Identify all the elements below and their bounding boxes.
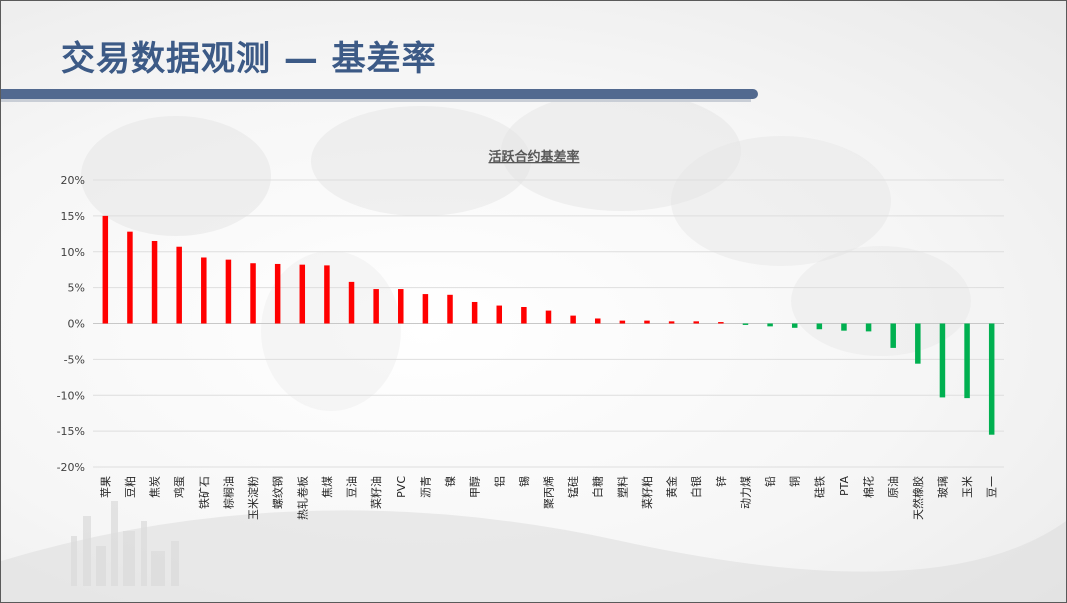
- bar: [742, 323, 749, 325]
- bar: [767, 323, 773, 327]
- y-tick-label: -20%: [57, 461, 85, 474]
- x-tick-label: 黄金: [665, 476, 679, 498]
- x-tick-label: 苹果: [98, 476, 112, 498]
- bar: [521, 306, 527, 324]
- x-tick-label: 原油: [886, 476, 900, 498]
- x-tick-label: 焦炭: [149, 476, 162, 498]
- x-tick-label: 锰硅: [566, 476, 580, 498]
- bar: [299, 264, 306, 324]
- bar: [570, 315, 576, 324]
- x-tick-label: 甲醇: [468, 476, 482, 498]
- y-tick-label: -5%: [64, 353, 85, 366]
- y-tick-label: 0%: [68, 318, 85, 331]
- x-tick-label: 玉米: [961, 476, 974, 498]
- x-tick-label: 鸡蛋: [172, 476, 186, 498]
- title-underline-bar: [1, 89, 758, 99]
- x-tick-label: PTA: [838, 476, 851, 496]
- bar: [939, 323, 946, 398]
- bar: [422, 294, 429, 324]
- bar: [176, 246, 182, 324]
- y-tick-label: -10%: [57, 389, 85, 402]
- x-tick-label: 菜籽油: [369, 476, 383, 509]
- bar: [471, 301, 478, 324]
- bar: [151, 240, 158, 324]
- y-tick-label: 10%: [61, 246, 85, 259]
- bar: [274, 263, 281, 324]
- x-tick-label: 棉花: [862, 476, 876, 498]
- bar: [644, 320, 650, 324]
- bar: [619, 320, 626, 324]
- x-tick-label: 铅: [763, 476, 777, 487]
- bar: [693, 321, 699, 324]
- bar: [324, 265, 330, 324]
- x-tick-label: 菜籽粕: [640, 476, 654, 509]
- bar: [348, 281, 355, 324]
- bar: [841, 323, 847, 331]
- x-tick-label: 螺纹钢: [271, 476, 285, 509]
- x-tick-label: 玻璃: [935, 476, 949, 498]
- bar: [964, 323, 970, 399]
- bar: [816, 323, 823, 330]
- x-tick-label: 铁矿石: [198, 476, 211, 509]
- title-underline-shadow: [1, 99, 751, 102]
- bar: [865, 323, 872, 332]
- x-tick-label: 铝: [492, 476, 506, 487]
- x-tick-label: 焦煤: [321, 476, 334, 498]
- x-tick-label: 豆粕: [123, 476, 137, 498]
- page-title: 交易数据观测 — 基差率: [61, 39, 437, 79]
- y-tick-label: 15%: [61, 210, 85, 223]
- x-tick-label: PVC: [395, 476, 408, 498]
- bar: [127, 231, 133, 324]
- y-tick-label: 20%: [61, 174, 85, 187]
- x-tick-label: 热轧卷板: [295, 476, 309, 520]
- bar: [988, 323, 995, 435]
- bar: [225, 259, 232, 324]
- x-tick-label: 聚丙烯: [543, 476, 556, 509]
- x-tick-label: 白银: [689, 476, 703, 498]
- y-tick-label: -15%: [57, 425, 85, 438]
- x-tick-label: 动力煤: [739, 476, 752, 509]
- y-tick-label: 5%: [68, 282, 85, 295]
- bar: [102, 215, 109, 324]
- bar: [250, 263, 256, 324]
- bar: [447, 294, 453, 324]
- bar: [201, 257, 207, 324]
- bar: [496, 305, 503, 324]
- x-tick-label: 镍: [443, 476, 457, 487]
- bar: [915, 323, 921, 364]
- x-tick-label: 豆油: [345, 476, 359, 498]
- x-tick-label: 锡: [517, 476, 531, 487]
- bar: [890, 323, 896, 348]
- bar: [398, 289, 404, 324]
- x-tick-label: 硅铁: [813, 476, 826, 498]
- bar: [668, 321, 675, 324]
- x-tick-label: 棕榈油: [221, 476, 235, 509]
- bar: [791, 323, 798, 328]
- x-tick-label: 白糖: [591, 476, 605, 498]
- bar: [718, 322, 724, 324]
- x-tick-label: 玉米淀粉: [246, 476, 260, 520]
- bar: [594, 318, 601, 324]
- x-tick-label: 塑料: [615, 476, 629, 498]
- bar: [545, 310, 552, 324]
- x-tick-label: 锌: [714, 476, 728, 487]
- bar: [373, 289, 379, 324]
- x-tick-label: 沥青: [419, 476, 432, 498]
- x-tick-label: 豆一: [986, 476, 999, 498]
- x-tick-label: 铜: [788, 476, 802, 487]
- x-tick-label: 天然橡胶: [911, 476, 925, 520]
- chart-title: 活跃合约基差率: [488, 149, 579, 165]
